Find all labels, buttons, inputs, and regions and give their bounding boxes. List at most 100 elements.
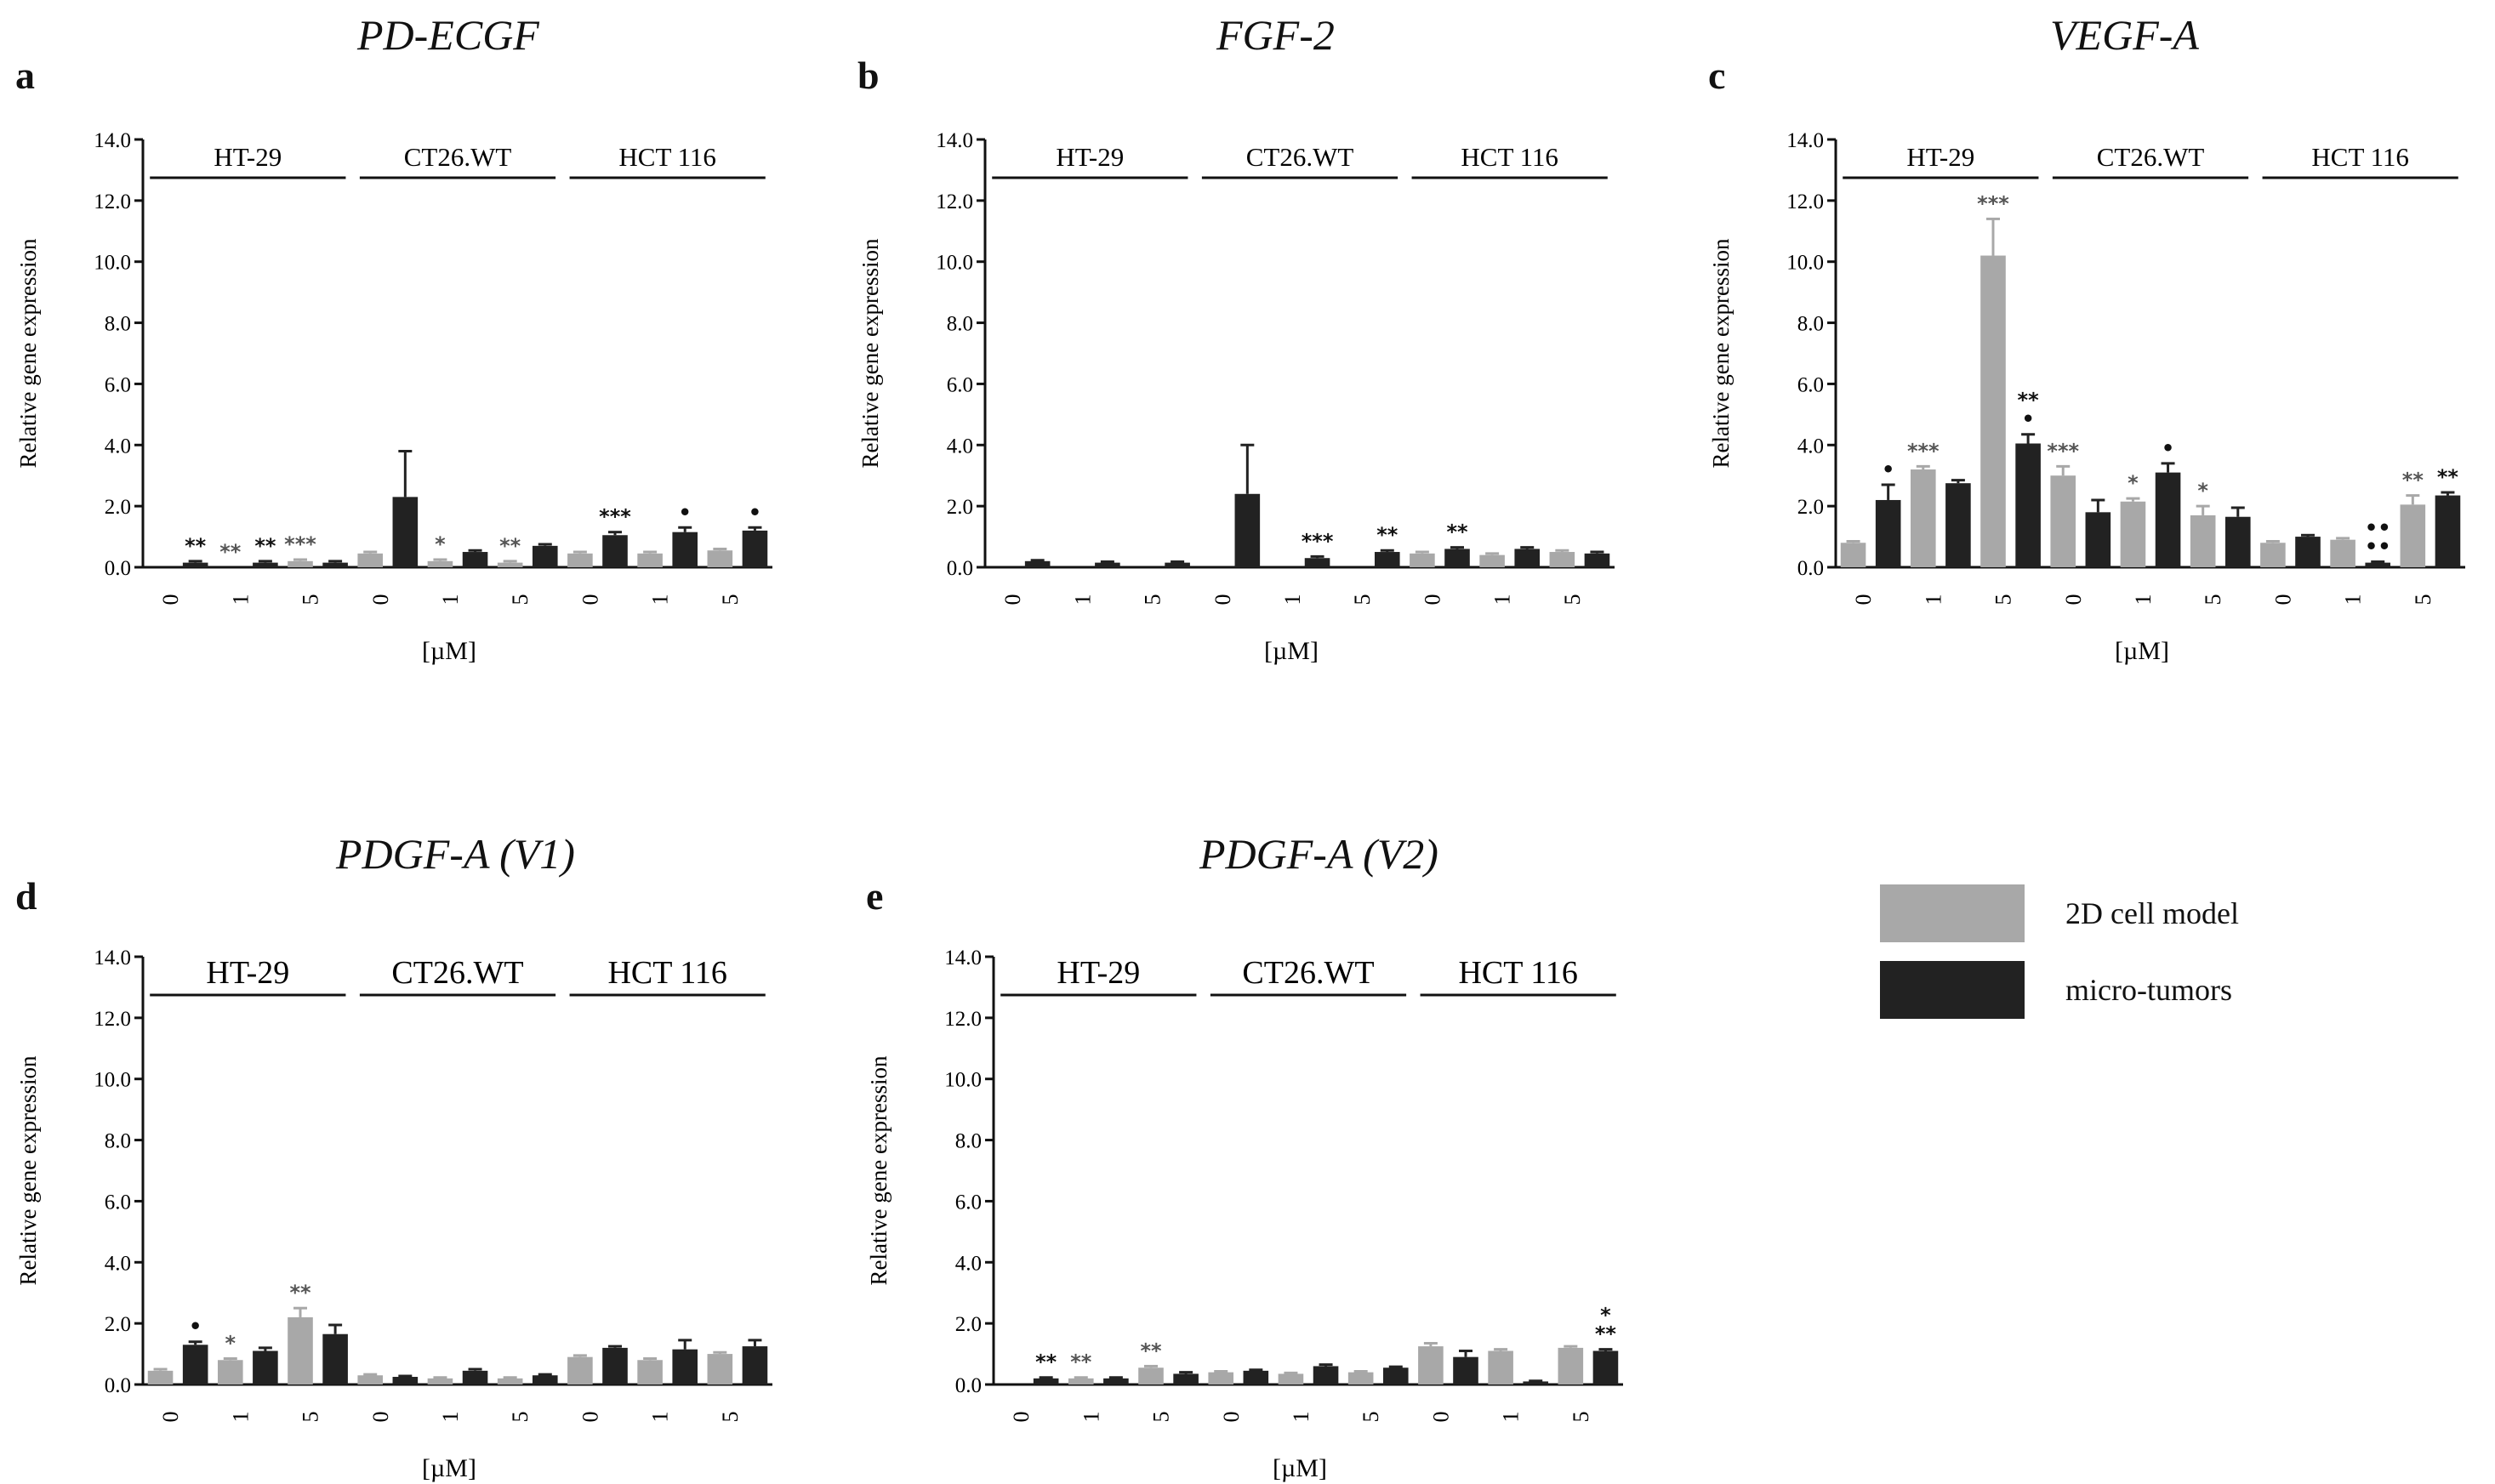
significance-marker: ** — [219, 540, 242, 564]
bar-micro-tumors — [253, 562, 278, 567]
y-tick-label: 10.0 — [94, 252, 131, 275]
axes: 0.0 2.0 4.0 6.0 8.0 10.0 12.0 14.0 Relative gene… — [15, 129, 772, 665]
y-tick-label: 14.0 — [936, 129, 973, 152]
x-tick-label: 5 — [1569, 1412, 1593, 1423]
y-tick-label: 10.0 — [936, 252, 973, 275]
y-tick-label: 0.0 — [947, 557, 973, 580]
y-tick-label: 10.0 — [94, 1069, 131, 1092]
x-tick-label: 1 — [2131, 594, 2156, 606]
y-tick-label: 14.0 — [94, 947, 131, 969]
x-tick-label: 5 — [508, 1412, 533, 1423]
x-tick-label: 0 — [1420, 594, 1444, 606]
y-tick-label: 8.0 — [105, 313, 131, 336]
bar-micro-tumors — [1095, 562, 1120, 567]
x-axis-label: [µM] — [1273, 1454, 1327, 1482]
bar-micro-tumors — [462, 1370, 488, 1384]
bar-2d-cell-model — [1208, 1372, 1234, 1384]
significance-marker: • — [679, 500, 692, 524]
x-tick-label: 5 — [718, 594, 743, 606]
chart-panel-b: b FGF-2 0.0 2.0 4.0 6.0 8.0 10.0 12.0 14.0 Relat… — [842, 0, 1676, 680]
bar-micro-tumors — [1243, 1370, 1269, 1384]
bar-micro-tumors — [182, 1345, 208, 1384]
group-label: CT26.WT — [1242, 955, 1374, 991]
significance-marker: * — [1600, 1304, 1611, 1328]
significance-marker: *** — [599, 505, 631, 529]
chart-svg: 0.0 2.0 4.0 6.0 8.0 10.0 12.0 14.0 Relative gene… — [15, 129, 772, 665]
chart-svg: 0.0 2.0 4.0 6.0 8.0 10.0 12.0 14.0 Relative gene… — [866, 947, 1623, 1482]
bars: *** ** ** — [1024, 443, 1610, 567]
bar-micro-tumors — [2224, 516, 2251, 567]
bars: •*** — [147, 1281, 768, 1384]
group-label: HT-29 — [214, 142, 282, 172]
significance-marker: • — [189, 1315, 202, 1339]
bar-micro-tumors — [2295, 537, 2321, 567]
chart-panel-a: a PD-ECGF 0.0 2.0 4.0 6.0 8.0 10.0 12.0 14.0 Rel… — [0, 0, 834, 680]
x-tick-label: 0 — [2061, 594, 2086, 606]
y-tick-label: 0.0 — [105, 1374, 131, 1397]
significance-marker: ** — [1070, 1350, 1092, 1374]
x-tick-label: 1 — [438, 1412, 463, 1423]
bar-micro-tumors — [1103, 1378, 1129, 1384]
bar-micro-tumors — [1382, 1367, 1409, 1384]
y-axis-label: Relative gene expression — [1708, 238, 1734, 468]
bar-micro-tumors — [532, 1375, 558, 1384]
group-label: CT26.WT — [391, 955, 523, 991]
y-tick-label: 14.0 — [1786, 129, 1824, 152]
significance-marker: ** — [254, 534, 276, 558]
bar-2d-cell-model — [357, 1375, 384, 1384]
bar-2d-cell-model — [217, 1360, 243, 1384]
group-label: HT-29 — [206, 955, 289, 991]
bar-2d-cell-model — [2120, 501, 2146, 567]
group-label: CT26.WT — [404, 142, 512, 172]
bar-micro-tumors — [2155, 472, 2181, 567]
x-tick-label: 1 — [648, 1412, 673, 1423]
group-label: HCT 116 — [618, 142, 716, 172]
significance-marker: *** — [2047, 439, 2079, 463]
legend-swatch-micro — [1880, 961, 2025, 1019]
bar-micro-tumors — [2435, 495, 2461, 567]
legend-swatch-2d — [1880, 884, 2025, 942]
panel-letter: e — [866, 874, 884, 918]
x-tick-label: 1 — [228, 594, 253, 606]
bar-2d-cell-model — [1418, 1346, 1444, 1384]
significance-marker: • — [1882, 458, 1894, 481]
bar-2d-cell-model — [1410, 553, 1435, 567]
x-tick-label: 0 — [1851, 594, 1876, 606]
bar-2d-cell-model — [1479, 554, 1505, 567]
x-tick-label: 5 — [1991, 594, 2016, 606]
bar-2d-cell-model — [637, 1360, 663, 1384]
bar-micro-tumors — [392, 1377, 419, 1384]
bar-micro-tumors — [1165, 562, 1190, 567]
x-tick-label: 0 — [578, 1412, 602, 1423]
bar-2d-cell-model — [567, 553, 593, 567]
x-tick-label: 0 — [578, 594, 602, 606]
significance-marker: * — [225, 1331, 236, 1355]
bar-2d-cell-model — [1910, 469, 1936, 567]
group-label: CT26.WT — [2097, 142, 2205, 172]
bar-micro-tumors — [1444, 549, 1470, 567]
x-axis-label: [µM] — [422, 637, 476, 665]
y-tick-label: 2.0 — [955, 1313, 982, 1336]
bar-2d-cell-model — [1488, 1350, 1513, 1384]
bar-micro-tumors — [2085, 512, 2111, 567]
bar-micro-tumors — [2015, 443, 2041, 567]
x-tick-label: 5 — [1560, 594, 1585, 606]
bar-2d-cell-model — [2190, 515, 2216, 567]
bar-micro-tumors — [742, 530, 768, 567]
significance-marker: • — [2162, 436, 2174, 460]
axes: 0.0 2.0 4.0 6.0 8.0 10.0 12.0 14.0 Relative gene… — [1708, 129, 2465, 665]
bar-2d-cell-model — [707, 550, 733, 567]
panel-title: FGF-2 — [1216, 11, 1335, 59]
y-tick-label: 10.0 — [1786, 252, 1824, 275]
x-tick-label: 5 — [1359, 1412, 1383, 1423]
bar-2d-cell-model — [1549, 552, 1575, 567]
significance-marker: ** — [1595, 1322, 1617, 1346]
significance-marker: •• — [2365, 516, 2391, 540]
significance-marker: *** — [1302, 529, 1334, 553]
group-label: HT-29 — [1057, 955, 1140, 991]
y-axis-label: Relative gene expression — [857, 238, 883, 468]
bar-2d-cell-model — [1558, 1347, 1584, 1384]
chart-svg: 0.0 2.0 4.0 6.0 8.0 10.0 12.0 14.0 Relative gene… — [15, 947, 772, 1482]
bar-2d-cell-model — [2050, 475, 2076, 567]
group-label: HCT 116 — [1458, 955, 1577, 991]
